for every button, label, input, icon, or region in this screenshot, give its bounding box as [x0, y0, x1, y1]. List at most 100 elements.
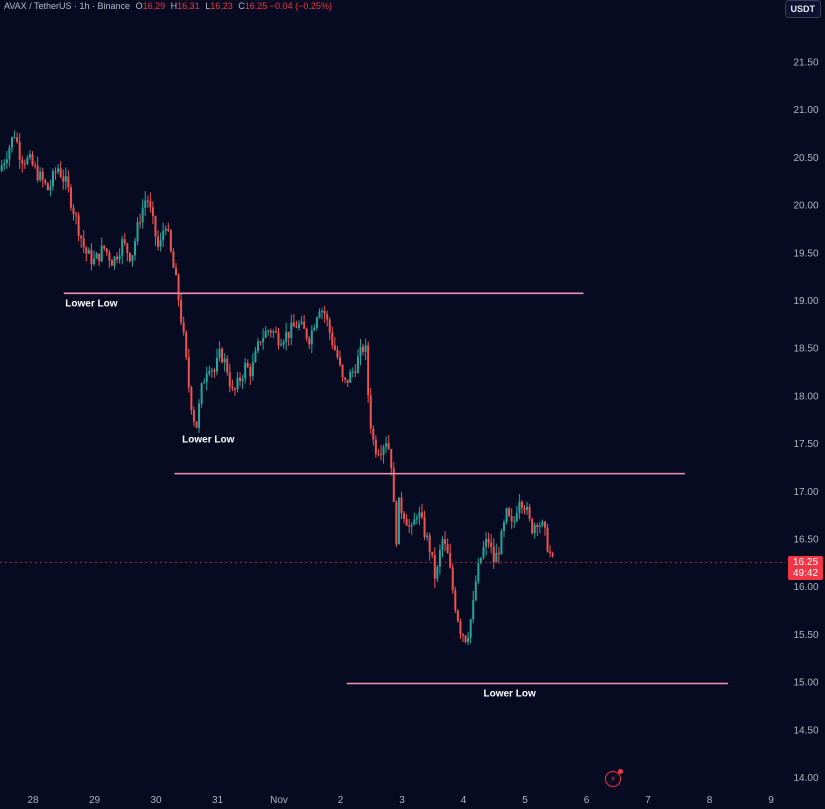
- candle-body-107: [275, 331, 277, 332]
- candle-body-132: [339, 357, 341, 365]
- candle-body-213: [547, 528, 549, 552]
- candle-body-179: [459, 621, 461, 634]
- candle-body-11: [29, 154, 31, 157]
- candle-body-88: [226, 359, 228, 373]
- currency-button[interactable]: USDT: [785, 0, 822, 18]
- candle-body-15: [39, 172, 41, 180]
- y-tick-label-14: 21.00: [793, 105, 818, 116]
- candle-body-64: [165, 229, 167, 231]
- candle-body-154: [395, 502, 397, 544]
- candle-body-8: [21, 160, 23, 164]
- candle-body-29: [75, 214, 77, 215]
- candle-body-151: [388, 443, 390, 449]
- candle-body-137: [352, 372, 354, 373]
- candle-body-95: [244, 363, 246, 378]
- candle-body-48: [124, 239, 126, 243]
- candle-body-75: [193, 410, 195, 421]
- candle-body-60: [154, 216, 156, 236]
- candle-body-182: [467, 638, 469, 642]
- candle-body-63: [162, 231, 164, 240]
- candle-body-2: [6, 159, 8, 163]
- candle-body-14: [37, 165, 39, 180]
- candle-body-74: [190, 387, 192, 410]
- candle-body-30: [78, 215, 80, 235]
- y-tick-label-9: 18.50: [793, 344, 818, 355]
- candle-body-108: [277, 333, 279, 346]
- candle-body-92: [236, 378, 238, 390]
- candle-body-25: [65, 176, 67, 181]
- x-tick-label-11: 8: [707, 795, 713, 806]
- candle-body-157: [403, 513, 405, 519]
- symbol-title[interactable]: AVAX / TetherUS · 1h · Binance: [4, 1, 130, 11]
- candle-body-54: [139, 222, 141, 223]
- candle-body-40: [103, 246, 105, 249]
- candle-body-94: [242, 378, 244, 381]
- candle-body-199: [511, 516, 513, 521]
- candle-body-50: [129, 253, 131, 261]
- low-value: 16.23: [210, 1, 233, 11]
- y-tick-label-0: 14.00: [793, 773, 818, 784]
- x-tick-label-6: 3: [399, 795, 405, 806]
- candle-body-142: [365, 345, 367, 352]
- candle-body-57: [147, 200, 149, 201]
- candle-body-196: [503, 522, 505, 531]
- candle-body-192: [493, 547, 495, 562]
- candle-body-118: [303, 322, 305, 329]
- y-tick-label-2: 15.00: [793, 678, 818, 689]
- close-value: 16.25: [245, 1, 268, 11]
- candle-body-173: [444, 539, 446, 544]
- x-tick-label-10: 7: [645, 795, 651, 806]
- candle-body-37: [96, 254, 98, 259]
- candle-body-31: [80, 236, 82, 239]
- open-label: O: [136, 1, 143, 11]
- candle-body-184: [472, 600, 474, 619]
- candle-body-89: [229, 373, 231, 387]
- candle-body-117: [301, 322, 303, 324]
- candle-body-27: [70, 187, 72, 207]
- candle-body-155: [398, 497, 400, 544]
- candle-body-158: [406, 519, 408, 526]
- candle-body-198: [508, 508, 510, 516]
- candle-body-3: [8, 148, 10, 160]
- candle-body-124: [318, 311, 320, 317]
- candle-body-19: [49, 186, 51, 190]
- candle-body-9: [24, 163, 26, 164]
- candle-body-209: [536, 525, 538, 527]
- candle-body-207: [531, 519, 533, 533]
- candle-body-32: [83, 238, 85, 247]
- candle-body-201: [516, 513, 518, 521]
- candle-body-139: [357, 357, 359, 373]
- candle-body-46: [119, 256, 121, 260]
- candle-body-41: [106, 248, 108, 252]
- candle-body-24: [62, 177, 64, 182]
- candle-body-188: [482, 547, 484, 558]
- candle-body-135: [347, 380, 349, 383]
- candle-body-47: [121, 239, 123, 255]
- candle-body-130: [334, 345, 336, 350]
- x-tick-label-4: Nov: [270, 795, 288, 806]
- candle-body-211: [541, 522, 543, 526]
- candle-body-99: [254, 351, 256, 362]
- candle-body-126: [324, 311, 326, 314]
- candle-body-86: [221, 349, 223, 363]
- candle-body-180: [462, 634, 464, 635]
- candle-body-197: [506, 508, 508, 522]
- y-tick-label-11: 19.50: [793, 248, 818, 259]
- candle-body-177: [454, 590, 456, 610]
- candle-body-72: [185, 332, 187, 357]
- candle-body-56: [144, 200, 146, 207]
- lightning-icon[interactable]: ⚡: [605, 771, 621, 787]
- candle-body-172: [441, 539, 443, 550]
- candle-body-97: [249, 367, 251, 376]
- y-tick-label-1: 14.50: [793, 725, 818, 736]
- x-tick-label-0: 28: [27, 795, 39, 806]
- candle-body-34: [88, 250, 90, 254]
- candle-body-122: [313, 328, 315, 331]
- change-value: −0.04 (−0.25%): [270, 1, 332, 11]
- candle-body-6: [16, 137, 18, 142]
- candle-body-91: [234, 389, 236, 390]
- candle-body-161: [413, 519, 415, 525]
- candle-body-116: [298, 324, 300, 328]
- candle-body-212: [544, 522, 546, 528]
